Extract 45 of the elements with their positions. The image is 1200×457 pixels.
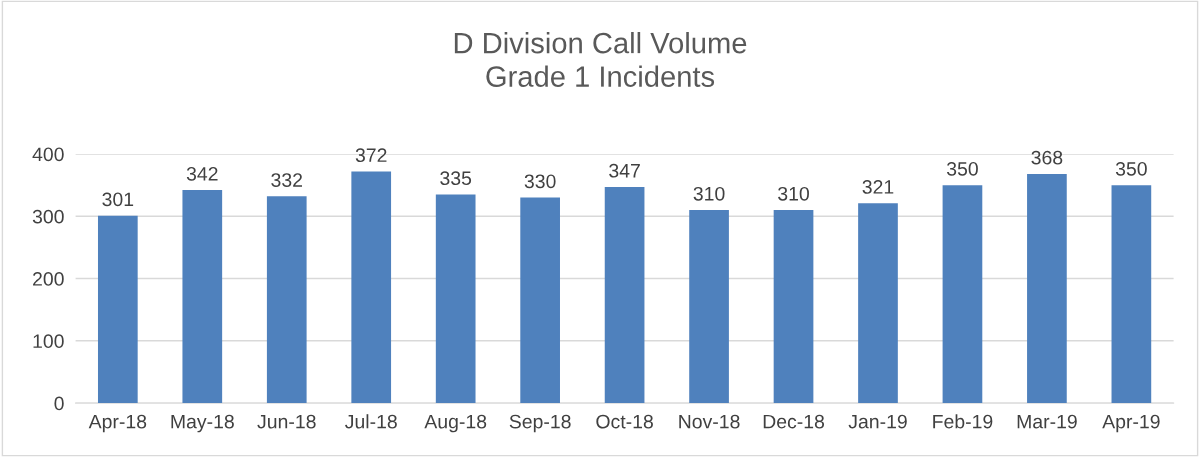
- y-tick-label: 400: [32, 147, 64, 162]
- data-label: 368: [1031, 150, 1063, 165]
- x-tick-label: Feb-19: [933, 414, 993, 429]
- data-label: 321: [862, 180, 894, 194]
- x-tick-label: Mar-19: [1017, 414, 1077, 429]
- chart-title: D Division Call Volume Grade 1 Incidents: [454, 31, 747, 87]
- y-tick-label: 100: [33, 334, 64, 349]
- x-tick-label: Nov-18: [679, 414, 740, 429]
- bar: [858, 203, 898, 404]
- bar: [604, 187, 645, 404]
- data-label: 347: [609, 163, 640, 178]
- bar: [435, 194, 476, 404]
- bar: [351, 171, 392, 404]
- data-label: 350: [1115, 161, 1147, 176]
- data-label: 332: [271, 173, 302, 187]
- bar: [942, 185, 983, 404]
- x-tick-label: Oct-18: [596, 414, 653, 429]
- x-tick-label: Jan-19: [848, 414, 907, 429]
- data-label: 372: [355, 148, 387, 163]
- y-tick-label: 300: [32, 209, 64, 224]
- bar: [182, 190, 223, 404]
- x-tick-label: Dec-18: [763, 414, 825, 429]
- data-label: 342: [186, 166, 218, 181]
- bar: [520, 197, 560, 404]
- data-label: 301: [102, 192, 134, 207]
- x-tick-label: Apr-18: [88, 414, 147, 433]
- bar: [689, 210, 729, 404]
- x-tick-label: Jul-18: [345, 414, 397, 429]
- bar: [266, 196, 307, 404]
- bar: [1111, 185, 1152, 404]
- x-tick-label: Aug-18: [424, 414, 487, 433]
- bar: [773, 210, 814, 404]
- bar: [97, 215, 138, 404]
- data-label: 310: [693, 186, 725, 201]
- x-tick-label: Jun-18: [257, 414, 316, 429]
- y-tick-label: 0: [54, 396, 64, 411]
- data-label: 350: [946, 161, 978, 176]
- x-tick-label: Apr-19: [1102, 414, 1160, 433]
- data-label: 335: [440, 171, 472, 186]
- x-tick-label: May-18: [171, 414, 234, 433]
- bar: [1027, 173, 1067, 404]
- data-label: 330: [524, 174, 556, 189]
- data-label: 310: [778, 186, 809, 201]
- y-tick-label: 200: [33, 272, 64, 286]
- x-tick-label: Sep-18: [509, 414, 571, 433]
